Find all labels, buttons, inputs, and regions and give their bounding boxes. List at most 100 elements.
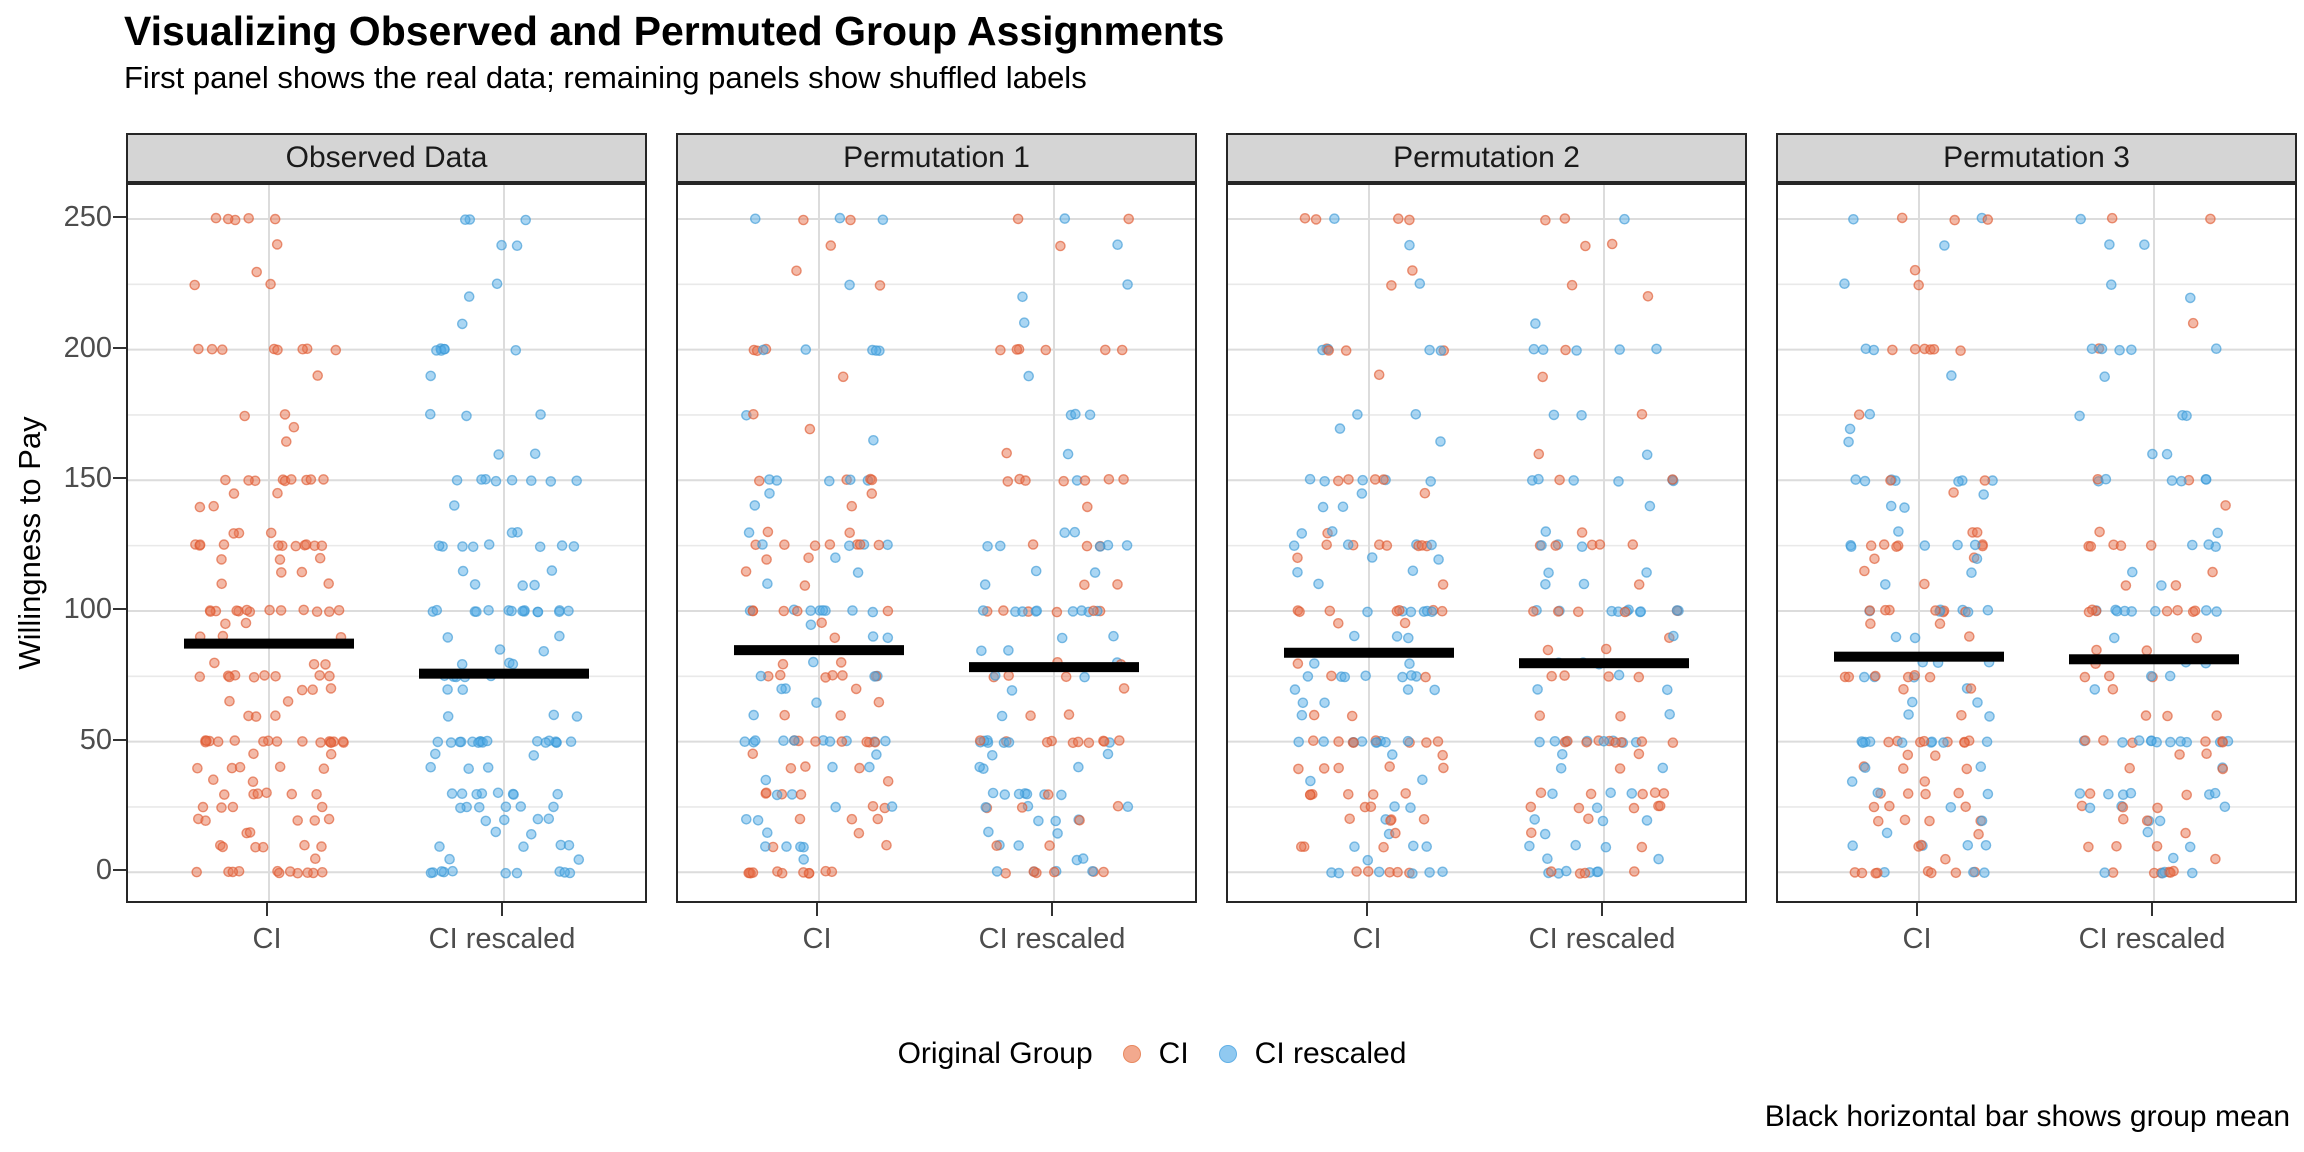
data-point [1979, 475, 1991, 486]
data-point [2161, 605, 2173, 617]
data-point [506, 527, 518, 539]
data-point [250, 711, 262, 722]
data-point [1297, 697, 1309, 709]
data-point [761, 554, 772, 565]
data-point [1404, 214, 1415, 226]
data-point [1868, 344, 1880, 356]
facet-panel-observed-data: Observed Data CI CI rescaled [126, 133, 647, 955]
data-point [1965, 683, 1977, 694]
data-point [1949, 214, 1960, 226]
data-point [1572, 606, 1584, 618]
data-point [535, 409, 546, 420]
y-tick-mark [113, 215, 126, 218]
data-point [2141, 815, 2153, 827]
data-point [314, 552, 326, 564]
data-point [275, 567, 287, 578]
data-points-ci [189, 212, 349, 879]
data-point [1649, 787, 1661, 799]
panel-plot-area [1226, 183, 1747, 903]
data-point [2111, 605, 2123, 617]
data-point [228, 528, 239, 539]
data-point [280, 436, 292, 447]
data-point [1321, 539, 1332, 551]
data-point [977, 605, 989, 616]
data-point [1562, 735, 1573, 747]
data-point [1533, 448, 1545, 460]
data-point [795, 789, 807, 800]
data-point [275, 605, 287, 616]
data-point [325, 683, 337, 694]
data-point [1546, 670, 1558, 682]
data-point [791, 265, 802, 277]
data-point [1641, 449, 1653, 461]
data-point [820, 672, 831, 683]
data-point [1571, 345, 1582, 356]
data-point [548, 709, 560, 721]
data-point [2083, 841, 2094, 853]
data-point [2114, 344, 2125, 356]
data-point [1084, 409, 1096, 421]
data-point [1123, 213, 1135, 225]
data-point [1899, 814, 1911, 826]
data-point [1938, 737, 1949, 748]
data-point [1343, 474, 1354, 485]
strip-label: Observed Data [126, 133, 647, 183]
data-point [869, 671, 880, 682]
data-point [1878, 539, 1890, 550]
data-point [1570, 839, 1582, 851]
data-point [252, 788, 264, 800]
data-point [2079, 735, 2091, 746]
data-point [1438, 762, 1449, 774]
data-point [1426, 539, 1437, 551]
data-point [2133, 735, 2145, 746]
data-point [471, 606, 482, 618]
data-point [1386, 749, 1398, 760]
data-points-ci [739, 212, 898, 879]
data-point [1982, 788, 1994, 800]
data-point [844, 474, 856, 486]
y-tick-label: 200 [63, 331, 112, 364]
data-point [219, 789, 230, 800]
data-point [1532, 684, 1543, 695]
data-point [2181, 410, 2192, 422]
data-point [309, 853, 321, 865]
data-point [758, 344, 769, 356]
data-point [234, 761, 246, 773]
data-point [1102, 748, 1114, 760]
data-point [998, 605, 1009, 616]
data-point [208, 774, 219, 786]
data-point [312, 370, 323, 381]
data-point [2140, 710, 2152, 721]
data-point [298, 604, 309, 616]
data-point [1429, 684, 1440, 696]
data-point [2099, 371, 2111, 382]
data-point [760, 841, 771, 852]
group-mean-bar [1834, 651, 2004, 662]
data-point [2219, 801, 2231, 813]
data-point [1308, 709, 1320, 721]
data-point [799, 580, 811, 591]
data-point [532, 813, 544, 825]
data-point [1018, 317, 1030, 328]
data-point [1435, 436, 1446, 447]
data-point [1435, 345, 1447, 356]
data-point [481, 735, 493, 747]
data-point [1407, 565, 1419, 577]
data-point [1333, 617, 1344, 629]
data-point [2079, 671, 2091, 683]
data-point [844, 527, 855, 539]
data-point [552, 788, 564, 800]
data-point [425, 370, 437, 382]
data-point [1846, 776, 1858, 787]
data-point [877, 214, 889, 226]
data-point [1292, 566, 1303, 578]
data-point [189, 279, 200, 291]
data-point [1362, 866, 1374, 877]
data-point [571, 711, 583, 722]
data-point [333, 604, 345, 616]
data-point [882, 632, 894, 644]
data-point [1003, 670, 1015, 681]
data-point [1296, 841, 1307, 853]
data-point [1885, 475, 1896, 486]
data-point [2201, 748, 2212, 760]
